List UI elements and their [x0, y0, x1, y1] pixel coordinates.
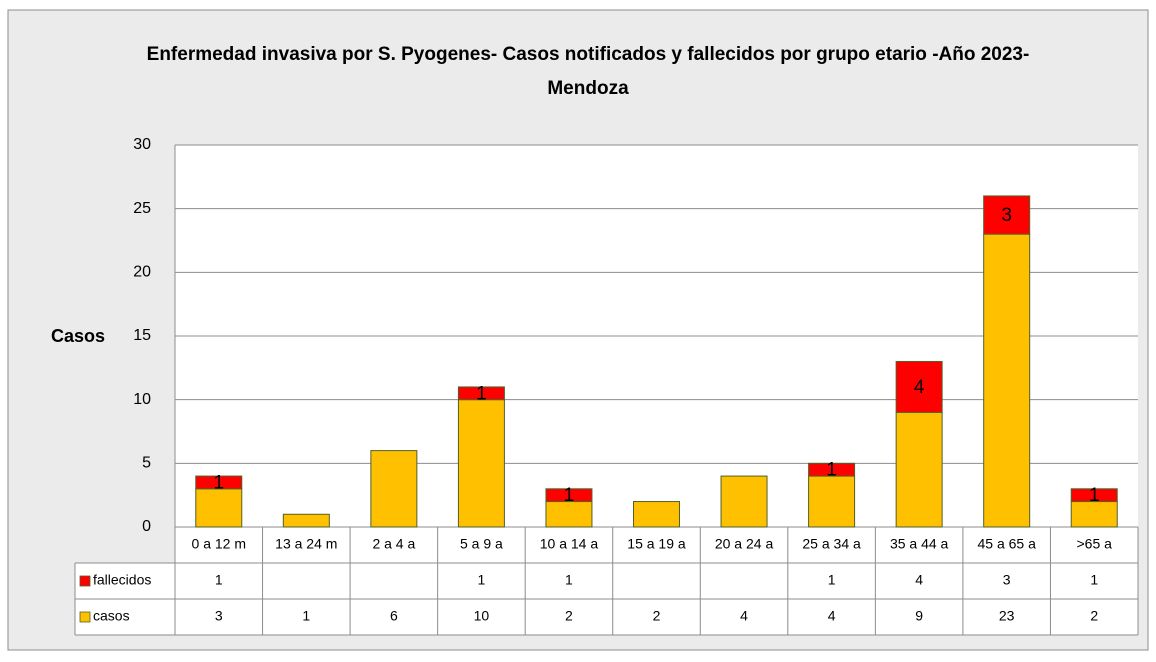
table-value: 1	[478, 572, 486, 588]
bar-segment	[370, 450, 418, 528]
data-label: 1	[564, 485, 575, 506]
x-tick-label: 35 a 44 a	[890, 536, 949, 552]
y-tick-label: 15	[133, 327, 151, 344]
table-value: 23	[999, 608, 1015, 624]
data-label: 1	[213, 472, 224, 493]
bar-segment	[720, 475, 768, 528]
data-label: 4	[914, 377, 925, 398]
bar-segment	[1070, 488, 1118, 503]
x-tick-label: 13 a 24 m	[275, 536, 337, 552]
bar-segment	[895, 360, 943, 413]
data-label: 3	[1001, 205, 1012, 226]
table-value: 10	[474, 608, 490, 624]
x-tick-label: 25 a 34 a	[802, 536, 861, 552]
table-value: 4	[915, 572, 923, 588]
table-value: 3	[215, 608, 223, 624]
data-label: 1	[826, 460, 837, 481]
y-axis-label: Casos	[51, 326, 105, 346]
y-tick-label: 10	[133, 391, 151, 408]
bar-segment	[457, 399, 505, 528]
bar-segment	[808, 475, 856, 528]
y-tick-label: 30	[133, 136, 151, 153]
y-tick-label: 20	[133, 264, 151, 281]
x-tick-label: 2 a 4 a	[372, 536, 415, 552]
y-tick-label: 0	[142, 518, 151, 535]
x-tick-label: 45 a 65 a	[977, 536, 1036, 552]
legend-swatch	[79, 611, 91, 623]
bar-segment	[895, 411, 943, 528]
bar-segment	[545, 501, 593, 528]
bar-segment	[545, 488, 593, 503]
bar-segment	[195, 488, 243, 528]
legend-swatch	[79, 575, 91, 587]
bar-segment	[633, 501, 680, 528]
chart-title: Enfermedad invasiva por S. Pyogenes- Cas…	[146, 44, 1030, 99]
table-value: 4	[828, 608, 836, 624]
x-tick-label: >65 a	[1077, 536, 1113, 552]
data-label: 1	[476, 383, 487, 404]
data-label: 1	[1089, 485, 1100, 506]
table-value: 3	[1003, 572, 1011, 588]
bar-segment	[282, 513, 330, 528]
bar-segment	[195, 475, 243, 490]
table-value: 1	[1090, 572, 1098, 588]
legend-label: fallecidos	[93, 572, 151, 588]
table-value: 6	[390, 608, 398, 624]
table-value: 9	[915, 608, 923, 624]
x-tick-label: 20 a 24 a	[715, 536, 774, 552]
table-value: 4	[740, 608, 748, 624]
bar-segment	[983, 195, 1031, 235]
x-tick-label: 15 a 19 a	[627, 536, 686, 552]
x-tick-label: 10 a 14 a	[540, 536, 599, 552]
table-value: 2	[1090, 608, 1098, 624]
legend-label: casos	[93, 608, 130, 624]
x-tick-label: 0 a 12 m	[192, 536, 246, 552]
y-tick-label: 25	[133, 200, 151, 217]
table-value: 1	[215, 572, 223, 588]
bar-segment	[457, 386, 505, 401]
bar-segment	[983, 233, 1031, 528]
x-tick-label: 5 a 9 a	[460, 536, 503, 552]
table-value: 1	[565, 572, 573, 588]
table-value: 2	[653, 608, 661, 624]
bar-segment	[808, 462, 856, 477]
table-value: 1	[302, 608, 310, 624]
data-table-bg	[175, 527, 1138, 563]
table-value: 1	[828, 572, 836, 588]
table-value: 2	[565, 608, 573, 624]
y-tick-label: 5	[142, 455, 151, 472]
